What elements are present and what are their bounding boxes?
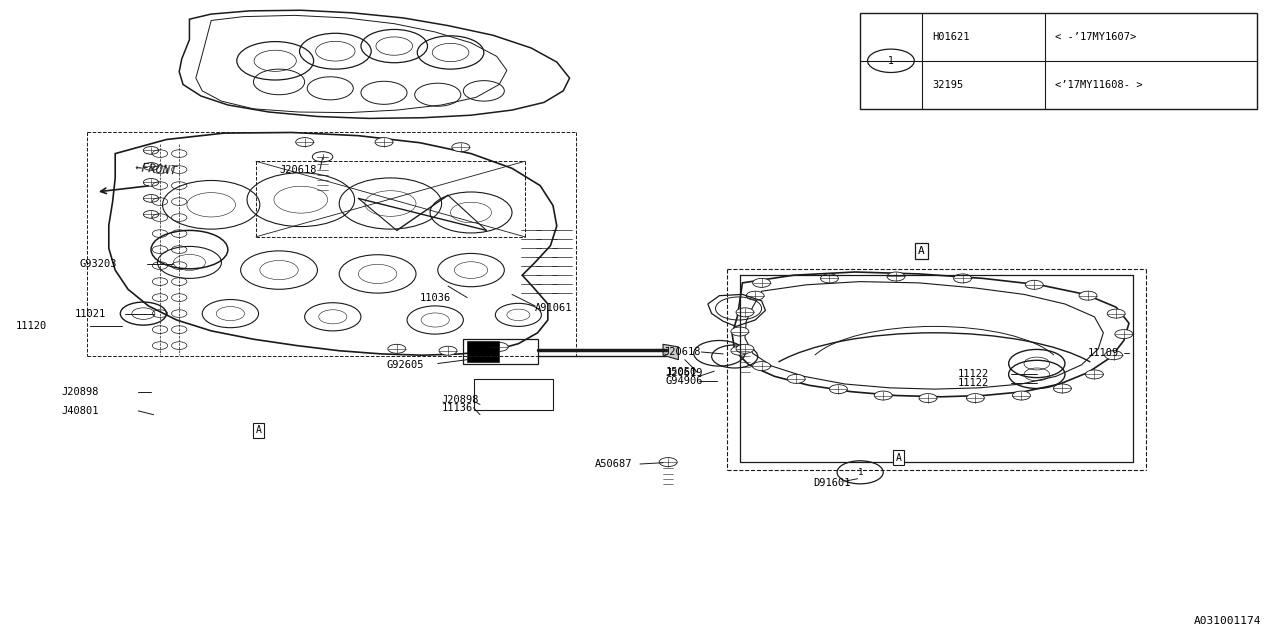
Text: J40801: J40801 [61,406,99,416]
Text: 11036: 11036 [420,292,451,303]
Text: ←FRONT: ←FRONT [134,161,178,178]
Circle shape [966,394,984,403]
Circle shape [1107,309,1125,318]
Circle shape [143,163,159,170]
Text: J20898: J20898 [61,387,99,397]
Circle shape [787,374,805,383]
Circle shape [731,346,749,355]
Text: 11122: 11122 [957,369,988,380]
Circle shape [143,147,159,154]
Text: D91601: D91601 [813,478,850,488]
Text: 15050: 15050 [666,367,696,378]
Text: A031001174: A031001174 [1193,616,1261,626]
Text: <’17MY11608- >: <’17MY11608- > [1055,80,1143,90]
Text: J20618: J20618 [279,164,316,175]
Circle shape [887,272,905,281]
Text: 11120: 11120 [15,321,46,332]
Circle shape [490,342,508,351]
Circle shape [1079,291,1097,300]
Circle shape [659,458,677,467]
Circle shape [452,143,470,152]
Bar [463,339,538,364]
Bar [467,341,499,362]
Circle shape [312,152,333,162]
Circle shape [1025,280,1043,289]
Circle shape [731,327,749,336]
Text: 32195: 32195 [932,80,963,90]
Bar [474,379,553,410]
Text: 11122: 11122 [957,378,988,388]
Circle shape [143,211,159,218]
Text: G94906: G94906 [666,376,703,386]
Circle shape [1105,351,1123,360]
Text: A: A [896,452,901,463]
Circle shape [388,344,406,353]
Text: J20618: J20618 [663,347,700,357]
Text: J20619: J20619 [666,368,703,378]
Circle shape [143,179,159,186]
Text: 1: 1 [888,56,893,66]
Circle shape [736,308,754,317]
Text: A50687: A50687 [595,459,632,469]
Text: A91061: A91061 [535,303,572,314]
Text: A: A [256,425,261,435]
Bar [860,13,1257,109]
Text: G93203: G93203 [79,259,116,269]
Text: A: A [918,246,925,256]
Circle shape [829,385,847,394]
Text: 11109: 11109 [1088,348,1119,358]
Circle shape [820,274,838,283]
Circle shape [736,344,754,353]
Circle shape [1085,370,1103,379]
Circle shape [143,195,159,202]
Circle shape [1053,384,1071,393]
Text: < -’17MY1607>: < -’17MY1607> [1055,32,1137,42]
Circle shape [439,346,457,355]
Circle shape [1012,391,1030,400]
Text: G92605: G92605 [387,360,424,370]
Circle shape [919,394,937,403]
Circle shape [296,138,314,147]
Circle shape [753,278,771,287]
Circle shape [954,274,972,283]
Circle shape [375,138,393,147]
Polygon shape [663,344,678,360]
Text: 11136: 11136 [442,403,472,413]
Text: 11021: 11021 [74,308,105,319]
Circle shape [753,362,771,371]
Text: J20898: J20898 [442,395,479,405]
Text: 1: 1 [858,468,863,477]
Circle shape [1115,330,1133,339]
Text: H01621: H01621 [932,32,969,42]
Circle shape [874,391,892,400]
Circle shape [746,291,764,300]
